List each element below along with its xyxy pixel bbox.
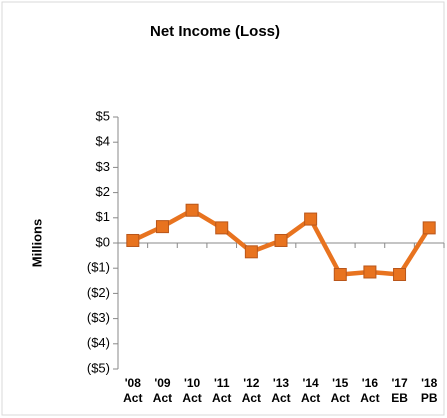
marker	[393, 268, 407, 281]
x-tick-label: '12	[243, 376, 260, 390]
marker	[244, 245, 258, 259]
x-tick-label: PB	[421, 391, 438, 405]
x-tick-label: Act	[360, 391, 379, 405]
marker	[363, 265, 377, 279]
chart-title: Net Income (Loss)	[150, 23, 280, 40]
x-tick-label: '09	[154, 376, 171, 390]
y-tick-label: $0	[96, 234, 110, 249]
x-tick-label: '14	[303, 376, 320, 390]
x-tick-label: '18	[421, 376, 438, 390]
y-tick-label: ($5)	[87, 360, 110, 375]
marker	[304, 212, 318, 226]
x-tick-label: '17	[391, 376, 408, 390]
x-tick-label: Act	[331, 391, 350, 405]
marker	[155, 220, 169, 234]
x-tick-label: '11	[214, 376, 230, 390]
x-tick-label: '08	[125, 376, 142, 390]
y-tick-label: $4	[96, 134, 110, 149]
y-tick-label: ($1)	[87, 260, 110, 275]
marker	[215, 221, 229, 235]
y-tick-label: ($3)	[87, 310, 110, 325]
marker	[126, 233, 140, 247]
y-tick-label: $1	[96, 209, 110, 224]
y-axis-title: Millions	[29, 219, 44, 267]
x-tick-label: Act	[271, 391, 290, 405]
marker	[333, 268, 347, 281]
x-tick-label: Act	[182, 391, 201, 405]
x-tick-label: Act	[301, 391, 320, 405]
x-tick-label: Act	[212, 391, 231, 405]
x-tick-label: '10	[184, 376, 201, 390]
y-tick-label: $3	[96, 159, 110, 174]
x-tick-label: '16	[362, 376, 379, 390]
y-tick-label: ($4)	[87, 335, 110, 350]
x-tick-label: '15	[332, 376, 349, 390]
y-tick-label: ($2)	[87, 285, 110, 300]
x-tick-label: EB	[391, 391, 408, 405]
x-tick-label: Act	[153, 391, 172, 405]
x-tick-label: Act	[242, 391, 261, 405]
y-tick-label: $2	[96, 184, 110, 199]
y-tick-label: $5	[96, 108, 110, 123]
marker	[185, 203, 199, 217]
x-tick-label: Act	[123, 391, 142, 405]
x-tick-label: '13	[273, 376, 290, 390]
marker	[422, 221, 436, 235]
marker	[274, 233, 288, 247]
